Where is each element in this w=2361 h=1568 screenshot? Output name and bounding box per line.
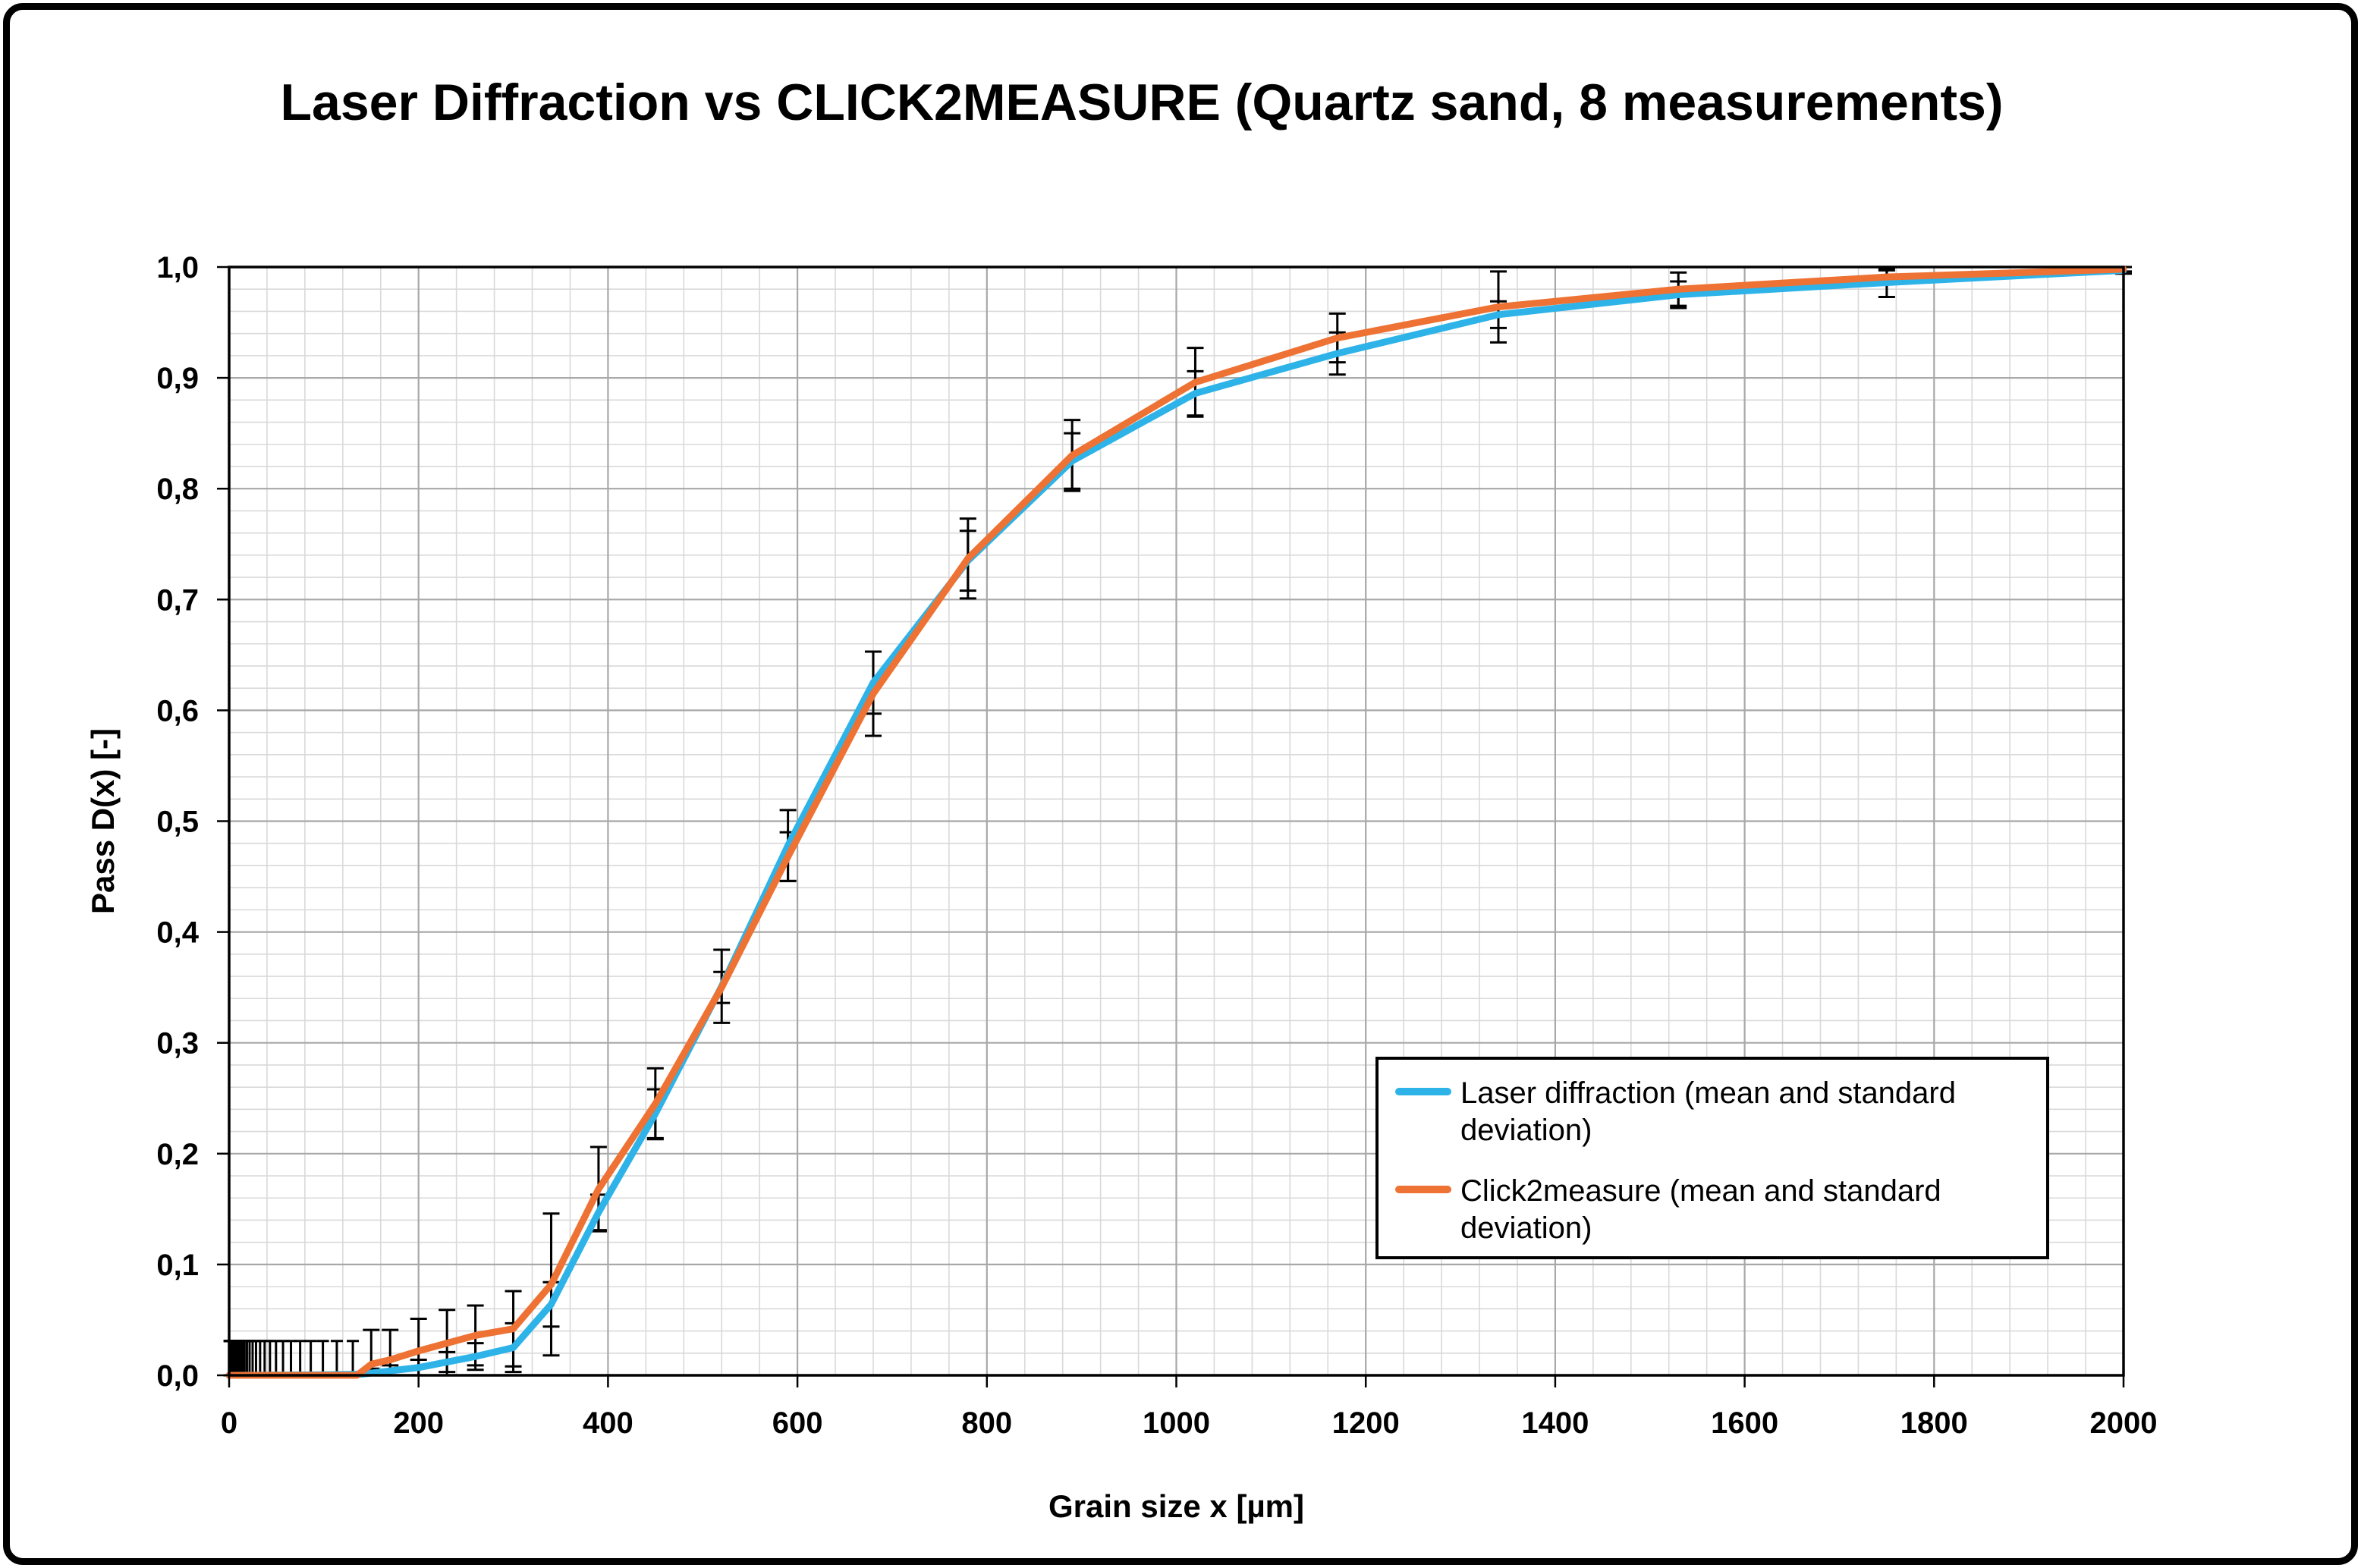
- legend-label-laser: Laser diffraction (mean and standard dev…: [1460, 1076, 1956, 1147]
- y-tick-label: 0,9: [156, 362, 199, 395]
- legend-label-click2measure: Click2measure (mean and standard deviati…: [1460, 1174, 1941, 1246]
- grid-major: [229, 267, 2124, 1375]
- legend-item-laser[interactable]: Laser diffraction (mean and standard dev…: [1395, 1075, 2034, 1149]
- y-tick-label: 1,0: [156, 251, 199, 284]
- laser-diffraction-curve[interactable]: [225, 266, 2127, 1379]
- y-tick-labels: 0,0 0,1 0,2 0,3 0,4 0,5 0,6 0,7 0,8 0,9 1,0: [156, 251, 199, 1393]
- x-tick-labels: 0 200 400 600 800 1000 1200 1400 1600 1800 2000: [221, 1406, 2158, 1440]
- x-tick-label: 1000: [1143, 1406, 1210, 1440]
- y-tick-label: 0,3: [156, 1027, 199, 1061]
- laser-fine-errorbar-cluster: [223, 1340, 360, 1377]
- y-tick-label: 0,7: [156, 583, 199, 617]
- y-tick-label: 0,1: [156, 1249, 199, 1282]
- legend: Laser diffraction (mean and standard dev…: [1375, 1057, 2049, 1259]
- x-tick-label: 800: [961, 1406, 1012, 1440]
- x-tick-label: 600: [772, 1406, 823, 1440]
- click2measure-line-swatch: [1395, 1186, 1451, 1194]
- y-tick-label: 0,0: [156, 1359, 199, 1393]
- x-tick-label: 200: [393, 1406, 444, 1440]
- x-tick-label: 1200: [1332, 1406, 1400, 1440]
- y-tick-label: 0,8: [156, 473, 199, 506]
- laser-line-swatch: [1395, 1088, 1451, 1095]
- x-axis-title: Grain size x [µm]: [1048, 1488, 1304, 1524]
- axes: [217, 266, 2125, 1387]
- y-axis-title: Pass D(x) [-]: [85, 728, 121, 914]
- x-tick-label: 2000: [2090, 1406, 2158, 1440]
- x-tick-label: 1800: [1900, 1406, 1968, 1440]
- y-tick-label: 0,5: [156, 806, 199, 839]
- legend-item-click2measure[interactable]: Click2measure (mean and standard deviati…: [1395, 1173, 2034, 1247]
- y-tick-label: 0,6: [156, 694, 199, 727]
- x-tick-label: 400: [583, 1406, 633, 1440]
- chart-title: Laser Diffraction vs CLICK2MEASURE (Quar…: [280, 74, 2004, 131]
- x-tick-label: 1600: [1711, 1406, 1778, 1440]
- y-tick-label: 0,2: [156, 1138, 199, 1171]
- x-tick-label: 1400: [1521, 1406, 1589, 1440]
- y-tick-label: 0,4: [156, 916, 199, 950]
- click2measure-curve[interactable]: [225, 266, 2127, 1379]
- x-tick-label: 0: [221, 1406, 237, 1440]
